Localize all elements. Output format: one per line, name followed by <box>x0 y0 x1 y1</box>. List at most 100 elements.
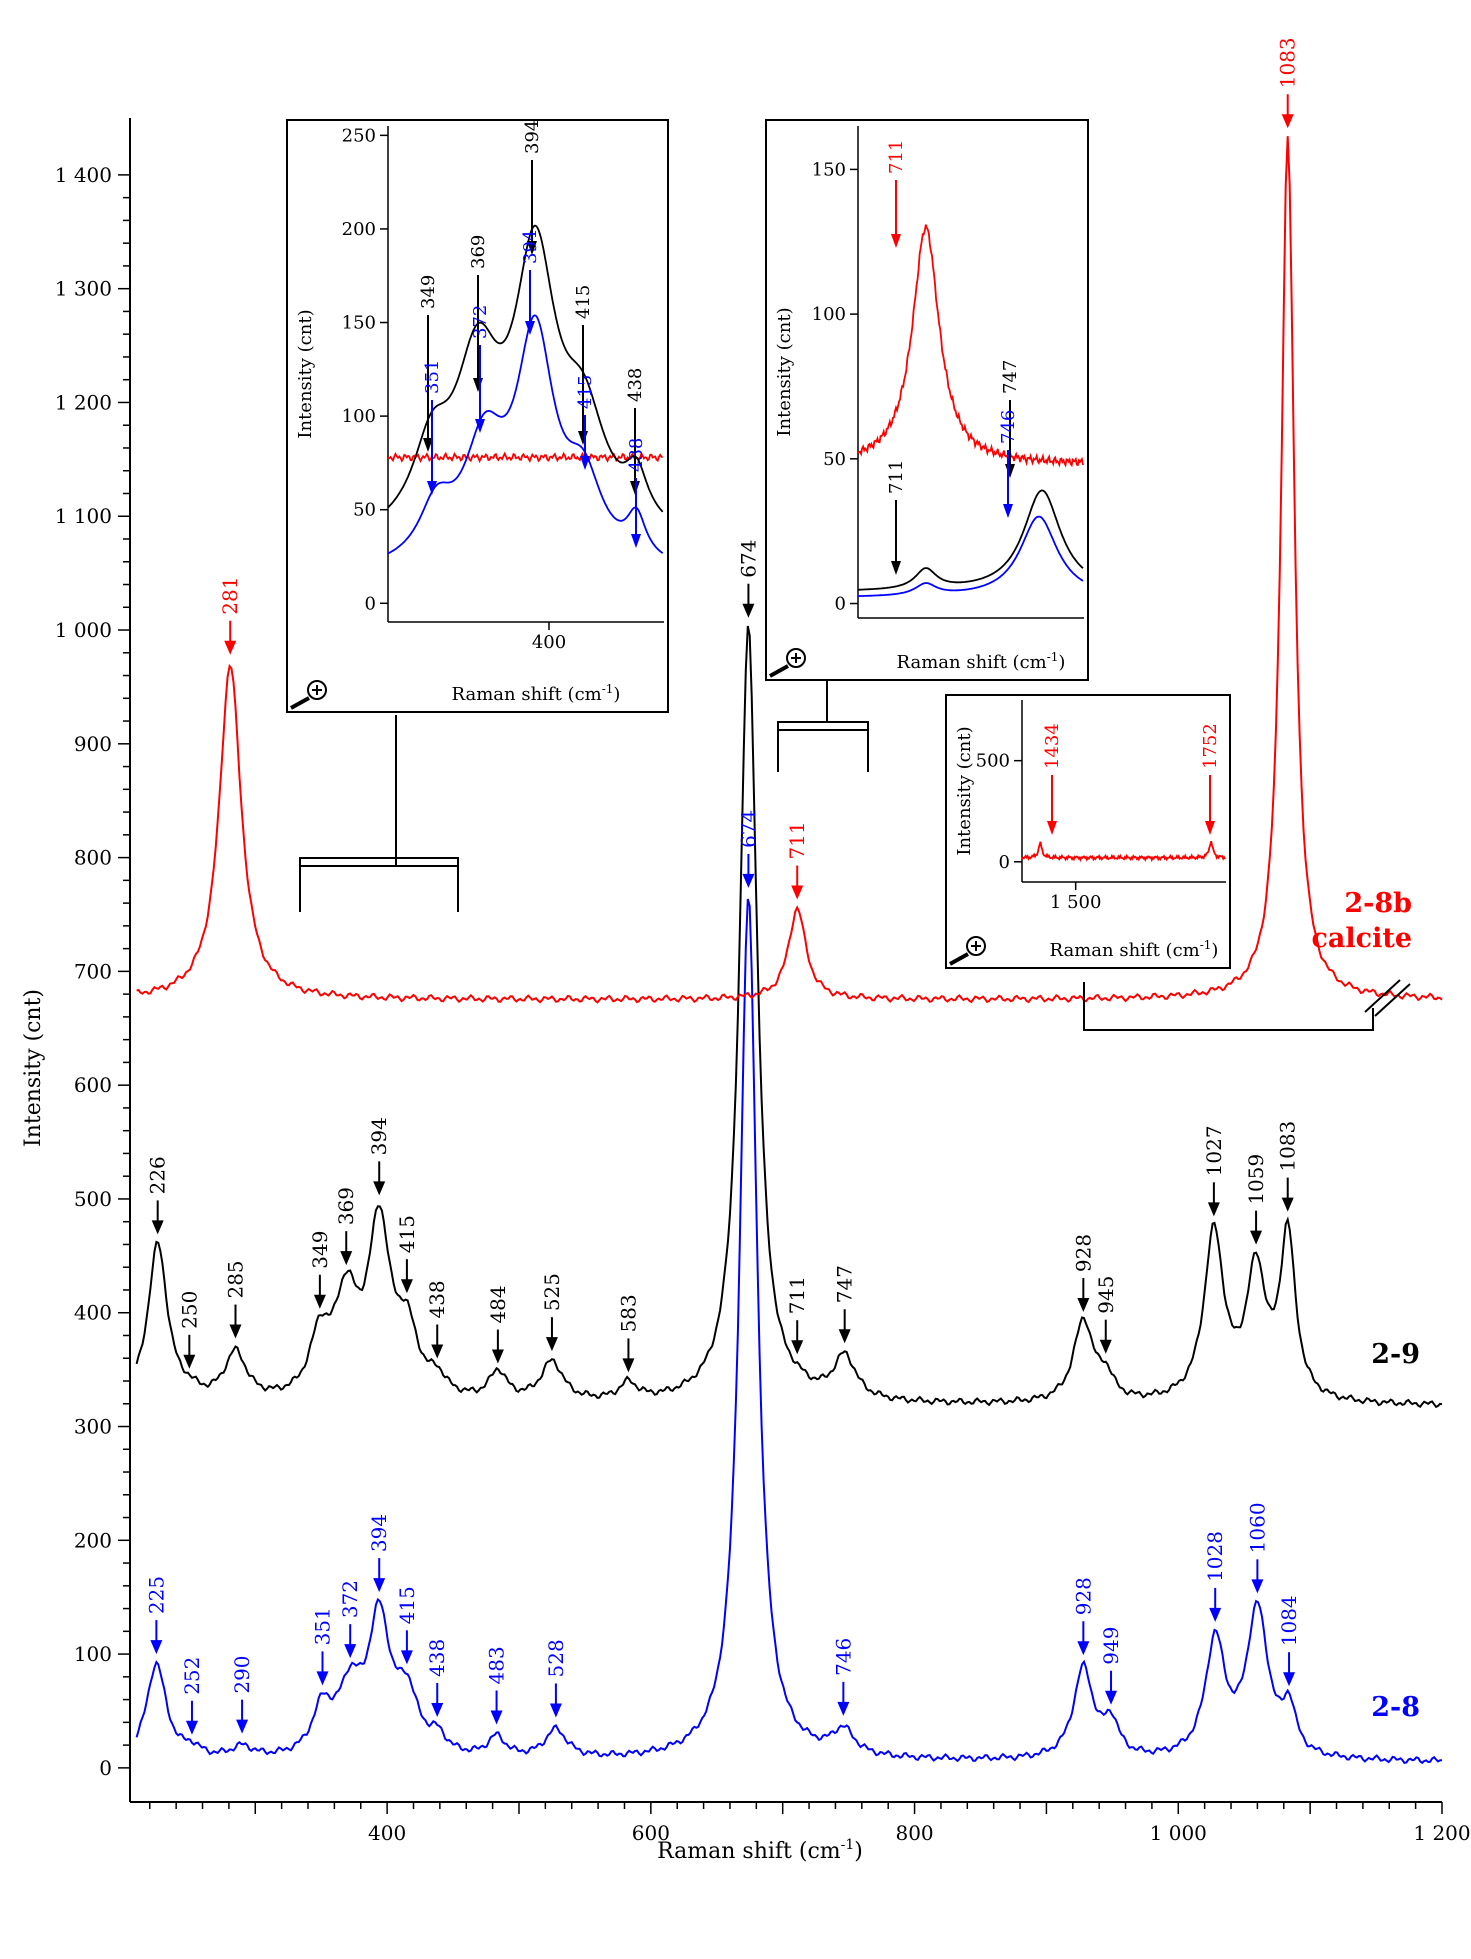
inset-y-tick-label: 200 <box>342 219 376 240</box>
y-tick-label: 400 <box>74 1301 112 1325</box>
inset-peak-label-text: 438 <box>625 368 646 402</box>
y-tick-label: 800 <box>74 846 112 870</box>
inset-peak-arrow-head <box>580 456 590 470</box>
peak-label-2-9: 285 <box>223 1260 247 1339</box>
inset-peak-arrow-head <box>631 534 641 548</box>
peak-arrow-head <box>373 1181 386 1196</box>
x-tick-label: 600 <box>632 1821 670 1845</box>
peak-label-2-8: 290 <box>230 1655 254 1734</box>
peak-arrow-head <box>791 885 804 900</box>
peak-label-text: 928 <box>1071 1577 1095 1615</box>
inset-peak-label-text: 394 <box>522 120 543 154</box>
main-series <box>135 136 1443 1765</box>
peak-label-text: 483 <box>485 1646 509 1684</box>
peak-label-text: 1083 <box>1276 1121 1300 1172</box>
peak-arrow-head <box>313 1294 326 1309</box>
peak-label-text: 484 <box>486 1285 510 1323</box>
peak-arrow-head <box>837 1701 850 1716</box>
peak-arrow-head <box>236 1719 249 1734</box>
inset-peak-arrow-head <box>427 481 437 495</box>
peak-arrow-head <box>1251 1579 1264 1594</box>
peak-label-text: 369 <box>334 1187 358 1225</box>
peak-label-2-9: 747 <box>833 1265 857 1344</box>
inset-brackets <box>299 678 1411 1031</box>
peak-arrow-head <box>185 1720 198 1735</box>
inset-peak-label: 394 <box>520 230 541 335</box>
x-tick-label: 1 200 <box>1413 1821 1470 1845</box>
peak-label-text: 674 <box>736 810 760 848</box>
inset-peak-label: 415 <box>575 375 596 470</box>
x-tick-label: 800 <box>895 1821 933 1845</box>
peak-label-text: 372 <box>338 1580 362 1618</box>
peak-label-2-9: 349 <box>308 1231 332 1309</box>
peak-arrow-head <box>1281 114 1294 129</box>
peak-label-2-9: 226 <box>146 1156 170 1235</box>
peak-arrow-head <box>344 1644 357 1659</box>
inset-peak-label-text: 711 <box>886 460 907 494</box>
peak-label-text: 415 <box>395 1586 419 1624</box>
inset-x-tick-label: 400 <box>532 632 566 653</box>
inset-peak-label: 747 <box>1000 360 1021 478</box>
peak-label-2-9: 484 <box>486 1285 510 1364</box>
inset-x-axis-label: Raman shift (cm-1) <box>897 650 1066 673</box>
peak-arrow-head <box>150 1640 163 1655</box>
inset-series-line <box>387 224 664 513</box>
peak-arrow-head <box>151 1220 164 1235</box>
peak-label-text: 528 <box>544 1639 568 1677</box>
inset-peak-label: 394 <box>522 120 543 255</box>
peak-label-text: 525 <box>540 1273 564 1311</box>
peak-label-2-9: 1027 <box>1202 1125 1226 1217</box>
zoom-icon-handle <box>290 696 310 710</box>
peak-arrow-head <box>431 1344 444 1359</box>
peak-label-text: 438 <box>425 1639 449 1677</box>
peak-label-text: 252 <box>180 1657 204 1695</box>
inset-3: 0 500 1 500 Raman shift (cm-1) Intensity (cn… <box>945 694 1231 969</box>
inset-peak-label-text: 394 <box>520 230 541 264</box>
peak-label-text: 225 <box>144 1576 168 1614</box>
inset-frame <box>765 119 1089 681</box>
peak-label-text: 711 <box>785 1276 809 1314</box>
inset-series-line <box>858 515 1084 597</box>
series-line-2-8b-calcite <box>136 136 1443 1004</box>
peak-arrow-head <box>1099 1339 1112 1354</box>
inset-2: 0 50 100 150 Raman shift (cm-1) Intensity (cn… <box>765 119 1089 681</box>
peak-arrow-head <box>340 1251 353 1266</box>
peak-arrow-head <box>183 1354 196 1369</box>
y-tick-label: 500 <box>74 1187 112 1211</box>
peak-arrow-head <box>1283 1672 1296 1687</box>
peak-arrow-head <box>224 640 237 655</box>
y-tick-label: 700 <box>74 959 112 983</box>
inset-series-line <box>858 489 1084 591</box>
peak-label-text: 747 <box>833 1265 857 1303</box>
series-tag-2-8: 2-8 <box>1371 1692 1420 1723</box>
peak-label-text: 250 <box>177 1291 201 1329</box>
inset-peak-arrow-head <box>1047 821 1057 835</box>
inset-peak-label: 372 <box>470 305 491 433</box>
peak-arrow-head <box>1105 1690 1118 1705</box>
peak-arrow-head <box>491 1349 504 1364</box>
inset-y-tick-label: 100 <box>812 304 846 325</box>
peak-label-2-9: 711 <box>785 1276 809 1355</box>
inset-y-tick-label: 0 <box>835 594 846 615</box>
y-tick-label: 1 100 <box>55 504 112 528</box>
inset-peak-arrow-head <box>475 419 485 433</box>
peak-arrow-head <box>742 873 755 888</box>
inset-peak-label-text: 351 <box>422 360 443 394</box>
peak-arrow-head <box>1077 1298 1090 1313</box>
peak-arrow-head <box>1077 1641 1090 1656</box>
axis-break-mark <box>1364 979 1401 1013</box>
peak-label-2-9: 945 <box>1094 1276 1118 1354</box>
peak-arrow-head <box>1207 1202 1220 1217</box>
peak-label-text: 1059 <box>1244 1154 1268 1205</box>
y-tick-label: 600 <box>74 1073 112 1097</box>
y-tick-label: 900 <box>74 732 112 756</box>
peak-arrow-head <box>742 603 755 618</box>
peak-label-text: 351 <box>311 1607 335 1645</box>
peak-label-2-8: 928 <box>1071 1577 1095 1656</box>
x-tick-label: 400 <box>368 1821 406 1845</box>
inset-peak-label-text: 747 <box>1000 360 1021 394</box>
peak-label-2-8: 394 <box>367 1514 391 1593</box>
inset-peak-label-text: 372 <box>470 305 491 339</box>
